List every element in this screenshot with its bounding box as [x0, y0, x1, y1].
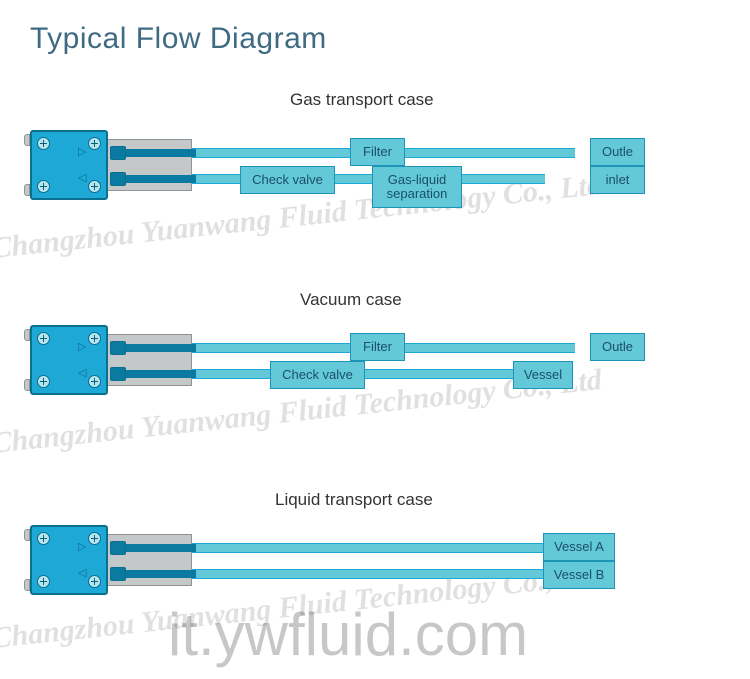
- flow-box: Vessel: [513, 361, 573, 389]
- flow-box: Filter: [350, 333, 405, 361]
- pump-tab: [24, 134, 30, 146]
- pump-tab: [24, 329, 30, 341]
- pump-port: [110, 341, 126, 355]
- pump-connector: [126, 175, 196, 183]
- screw-icon: [88, 575, 101, 588]
- screw-icon: [88, 137, 101, 150]
- flow-box: inlet: [590, 166, 645, 194]
- screw-icon: [88, 180, 101, 193]
- pump-connector: [126, 370, 196, 378]
- pump-port: [110, 146, 126, 160]
- pump-port: [110, 541, 126, 555]
- arrow-in-icon: ◁: [78, 568, 86, 579]
- flow-box: Check valve: [270, 361, 365, 389]
- flow-case: ▷◁Vessel AVessel B: [30, 525, 720, 615]
- flow-box: Filter: [350, 138, 405, 166]
- screw-icon: [37, 137, 50, 150]
- arrow-in-icon: ◁: [78, 173, 86, 184]
- pump-port: [110, 367, 126, 381]
- pump-tab: [24, 529, 30, 541]
- pump-assembly: ▷◁: [30, 130, 198, 200]
- pump-tab: [24, 379, 30, 391]
- screw-icon: [88, 375, 101, 388]
- section-title: Liquid transport case: [275, 490, 433, 510]
- flow-box: Outle: [590, 333, 645, 361]
- arrow-out-icon: ▷: [78, 342, 86, 353]
- flow-box: Vessel A: [543, 533, 615, 561]
- pipe: [190, 569, 545, 579]
- section-title: Gas transport case: [290, 90, 434, 110]
- pump-connector: [126, 149, 196, 157]
- flow-box: Check valve: [240, 166, 335, 194]
- pump-connector: [126, 544, 196, 552]
- screw-icon: [88, 332, 101, 345]
- flow-box: Outle: [590, 138, 645, 166]
- screw-icon: [37, 332, 50, 345]
- pump-port: [110, 172, 126, 186]
- pump-tab: [24, 579, 30, 591]
- arrow-out-icon: ▷: [78, 147, 86, 158]
- arrow-in-icon: ◁: [78, 368, 86, 379]
- arrow-out-icon: ▷: [78, 542, 86, 553]
- screw-icon: [88, 532, 101, 545]
- page-title: Typical Flow Diagram: [30, 22, 327, 56]
- screw-icon: [37, 575, 50, 588]
- screw-icon: [37, 375, 50, 388]
- pipe: [190, 543, 545, 553]
- pump-assembly: ▷◁: [30, 325, 198, 395]
- pump-connector: [126, 570, 196, 578]
- pump-connector: [126, 344, 196, 352]
- pump-tab: [24, 184, 30, 196]
- section-title: Vacuum case: [300, 290, 402, 310]
- flow-box: Gas-liquid separation: [372, 166, 462, 208]
- screw-icon: [37, 180, 50, 193]
- screw-icon: [37, 532, 50, 545]
- flow-box: Vessel B: [543, 561, 615, 589]
- flow-case: ▷◁FilterOutleCheck valveGas-liquid separ…: [30, 130, 720, 220]
- pump-assembly: ▷◁: [30, 525, 198, 595]
- pump-port: [110, 567, 126, 581]
- flow-case: ▷◁FilterOutleCheck valveVessel: [30, 325, 720, 415]
